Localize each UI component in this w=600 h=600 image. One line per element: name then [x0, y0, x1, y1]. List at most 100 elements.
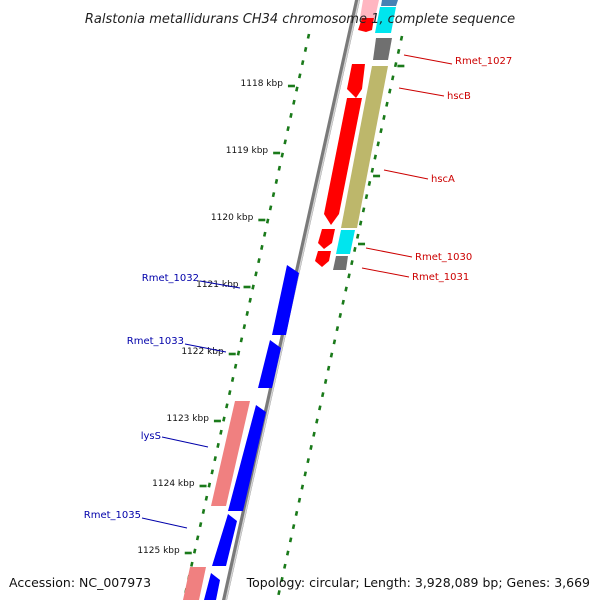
inner-tick [271, 192, 276, 198]
inner-tick [190, 561, 194, 567]
inner-tick [280, 152, 285, 158]
outer-tick [379, 128, 383, 134]
cds-salmon-2 [183, 567, 206, 600]
inner-tick [286, 126, 290, 132]
reverse-gene-label: Rmet_1035 [84, 510, 141, 521]
inner-tick [233, 363, 238, 369]
gene-leader-line [361, 267, 410, 278]
outer-tick [315, 418, 319, 424]
gene-leader-line [184, 343, 227, 353]
inner-tick [210, 469, 215, 475]
kbp-label: 1118 kbp [241, 79, 284, 89]
gene-hsca[interactable] [324, 98, 362, 225]
inner-tick [230, 376, 235, 382]
outer-tick [370, 167, 375, 173]
cds-gray-1 [373, 38, 392, 60]
outer-tick [329, 352, 334, 358]
outer-tick [393, 62, 398, 68]
inner-tick [292, 99, 296, 105]
gene-hscb[interactable] [347, 64, 365, 98]
outer-tick [353, 246, 357, 252]
outer-tick [390, 75, 395, 81]
gene-rmet-1032[interactable] [272, 265, 299, 335]
topology-text: Topology: circular; Length: 3,928,089 bp… [246, 575, 590, 590]
gene-rmet-1030[interactable] [318, 229, 335, 249]
inner-tick [213, 456, 217, 462]
inner-tick [222, 416, 226, 422]
inner-tick [262, 231, 267, 237]
inner-tick [274, 178, 279, 184]
gene-rmet-1027[interactable] [358, 18, 374, 32]
gene-leader-line [365, 247, 413, 258]
outer-tick [326, 365, 331, 371]
label-layer: 1118 kbp 1119 kbp 1120 kbp 1121 kbp 1122 kbp… [84, 54, 512, 556]
cds-top-steel [381, 0, 398, 6]
outer-tick [320, 392, 325, 398]
outer-tick [350, 260, 354, 266]
outer-tick [323, 378, 328, 384]
outer-tick [318, 405, 322, 411]
inner-tick [219, 429, 223, 435]
outer-tick [306, 458, 310, 464]
inner-tick [248, 297, 252, 303]
outer-tick [288, 537, 293, 543]
reverse-gene-label: Rmet_1033 [127, 336, 184, 347]
inner-tick [306, 33, 311, 39]
inner-tick [295, 86, 299, 92]
inner-tick [242, 324, 247, 330]
inner-tick [195, 535, 200, 541]
outer-tick [382, 114, 386, 120]
outer-tick [309, 444, 313, 450]
kbp-label: 1119 kbp [226, 146, 269, 156]
kbp-label: 1121 kbp [196, 280, 239, 290]
inner-tick [265, 218, 270, 224]
reverse-gene-label: lysS [141, 431, 161, 442]
outer-tick [373, 154, 378, 160]
inner-tick [198, 522, 203, 528]
kbp-label: 1124 kbp [152, 479, 195, 489]
cds-khaki [341, 66, 388, 228]
tick-marks [184, 33, 405, 596]
outer-tick [347, 273, 351, 279]
outer-tick [361, 207, 366, 213]
cds-gray-2 [333, 256, 348, 270]
forward-gene-label: Rmet_1031 [412, 272, 469, 283]
outer-tick [277, 590, 281, 596]
inner-tick [225, 403, 229, 409]
inner-tick [245, 310, 250, 316]
gene-rmet-1033[interactable] [258, 340, 281, 388]
gene-leader-line [199, 280, 241, 289]
outer-tick [332, 339, 337, 345]
outer-tick [396, 48, 401, 54]
inner-tick [283, 139, 287, 145]
inner-tick [303, 46, 308, 52]
outer-tick [367, 180, 372, 186]
gene-leader-line [398, 87, 445, 97]
outer-tick [355, 233, 360, 239]
feature-layer [183, 0, 398, 600]
gene-leader-line [403, 54, 453, 65]
map-title: Ralstonia metallidurans CH34 chromosome … [85, 12, 515, 27]
outer-tick [300, 484, 305, 490]
gene-rmet-1031[interactable] [315, 251, 331, 267]
inner-tick [207, 482, 212, 488]
kbp-label: 1125 kbp [137, 546, 180, 556]
inner-tick [260, 244, 264, 250]
outer-tick [344, 286, 348, 292]
outer-tick [335, 326, 340, 332]
outer-tick [341, 299, 345, 305]
outer-tick [376, 141, 380, 147]
cds-top-pink [360, 0, 379, 18]
gene-reverse-edge[interactable] [204, 573, 220, 600]
accession-text: Accession: NC_007973 [9, 575, 151, 590]
gene-rmet-1035[interactable] [212, 514, 237, 566]
inner-tick [297, 73, 302, 79]
forward-gene-label: hscB [447, 91, 471, 102]
cds-salmon-1 [211, 401, 250, 506]
outer-tick [303, 471, 308, 477]
gene-lyss[interactable] [228, 405, 266, 511]
inner-tick [254, 271, 258, 277]
reverse-gene-label: Rmet_1032 [142, 273, 199, 284]
inner-tick [239, 337, 244, 343]
